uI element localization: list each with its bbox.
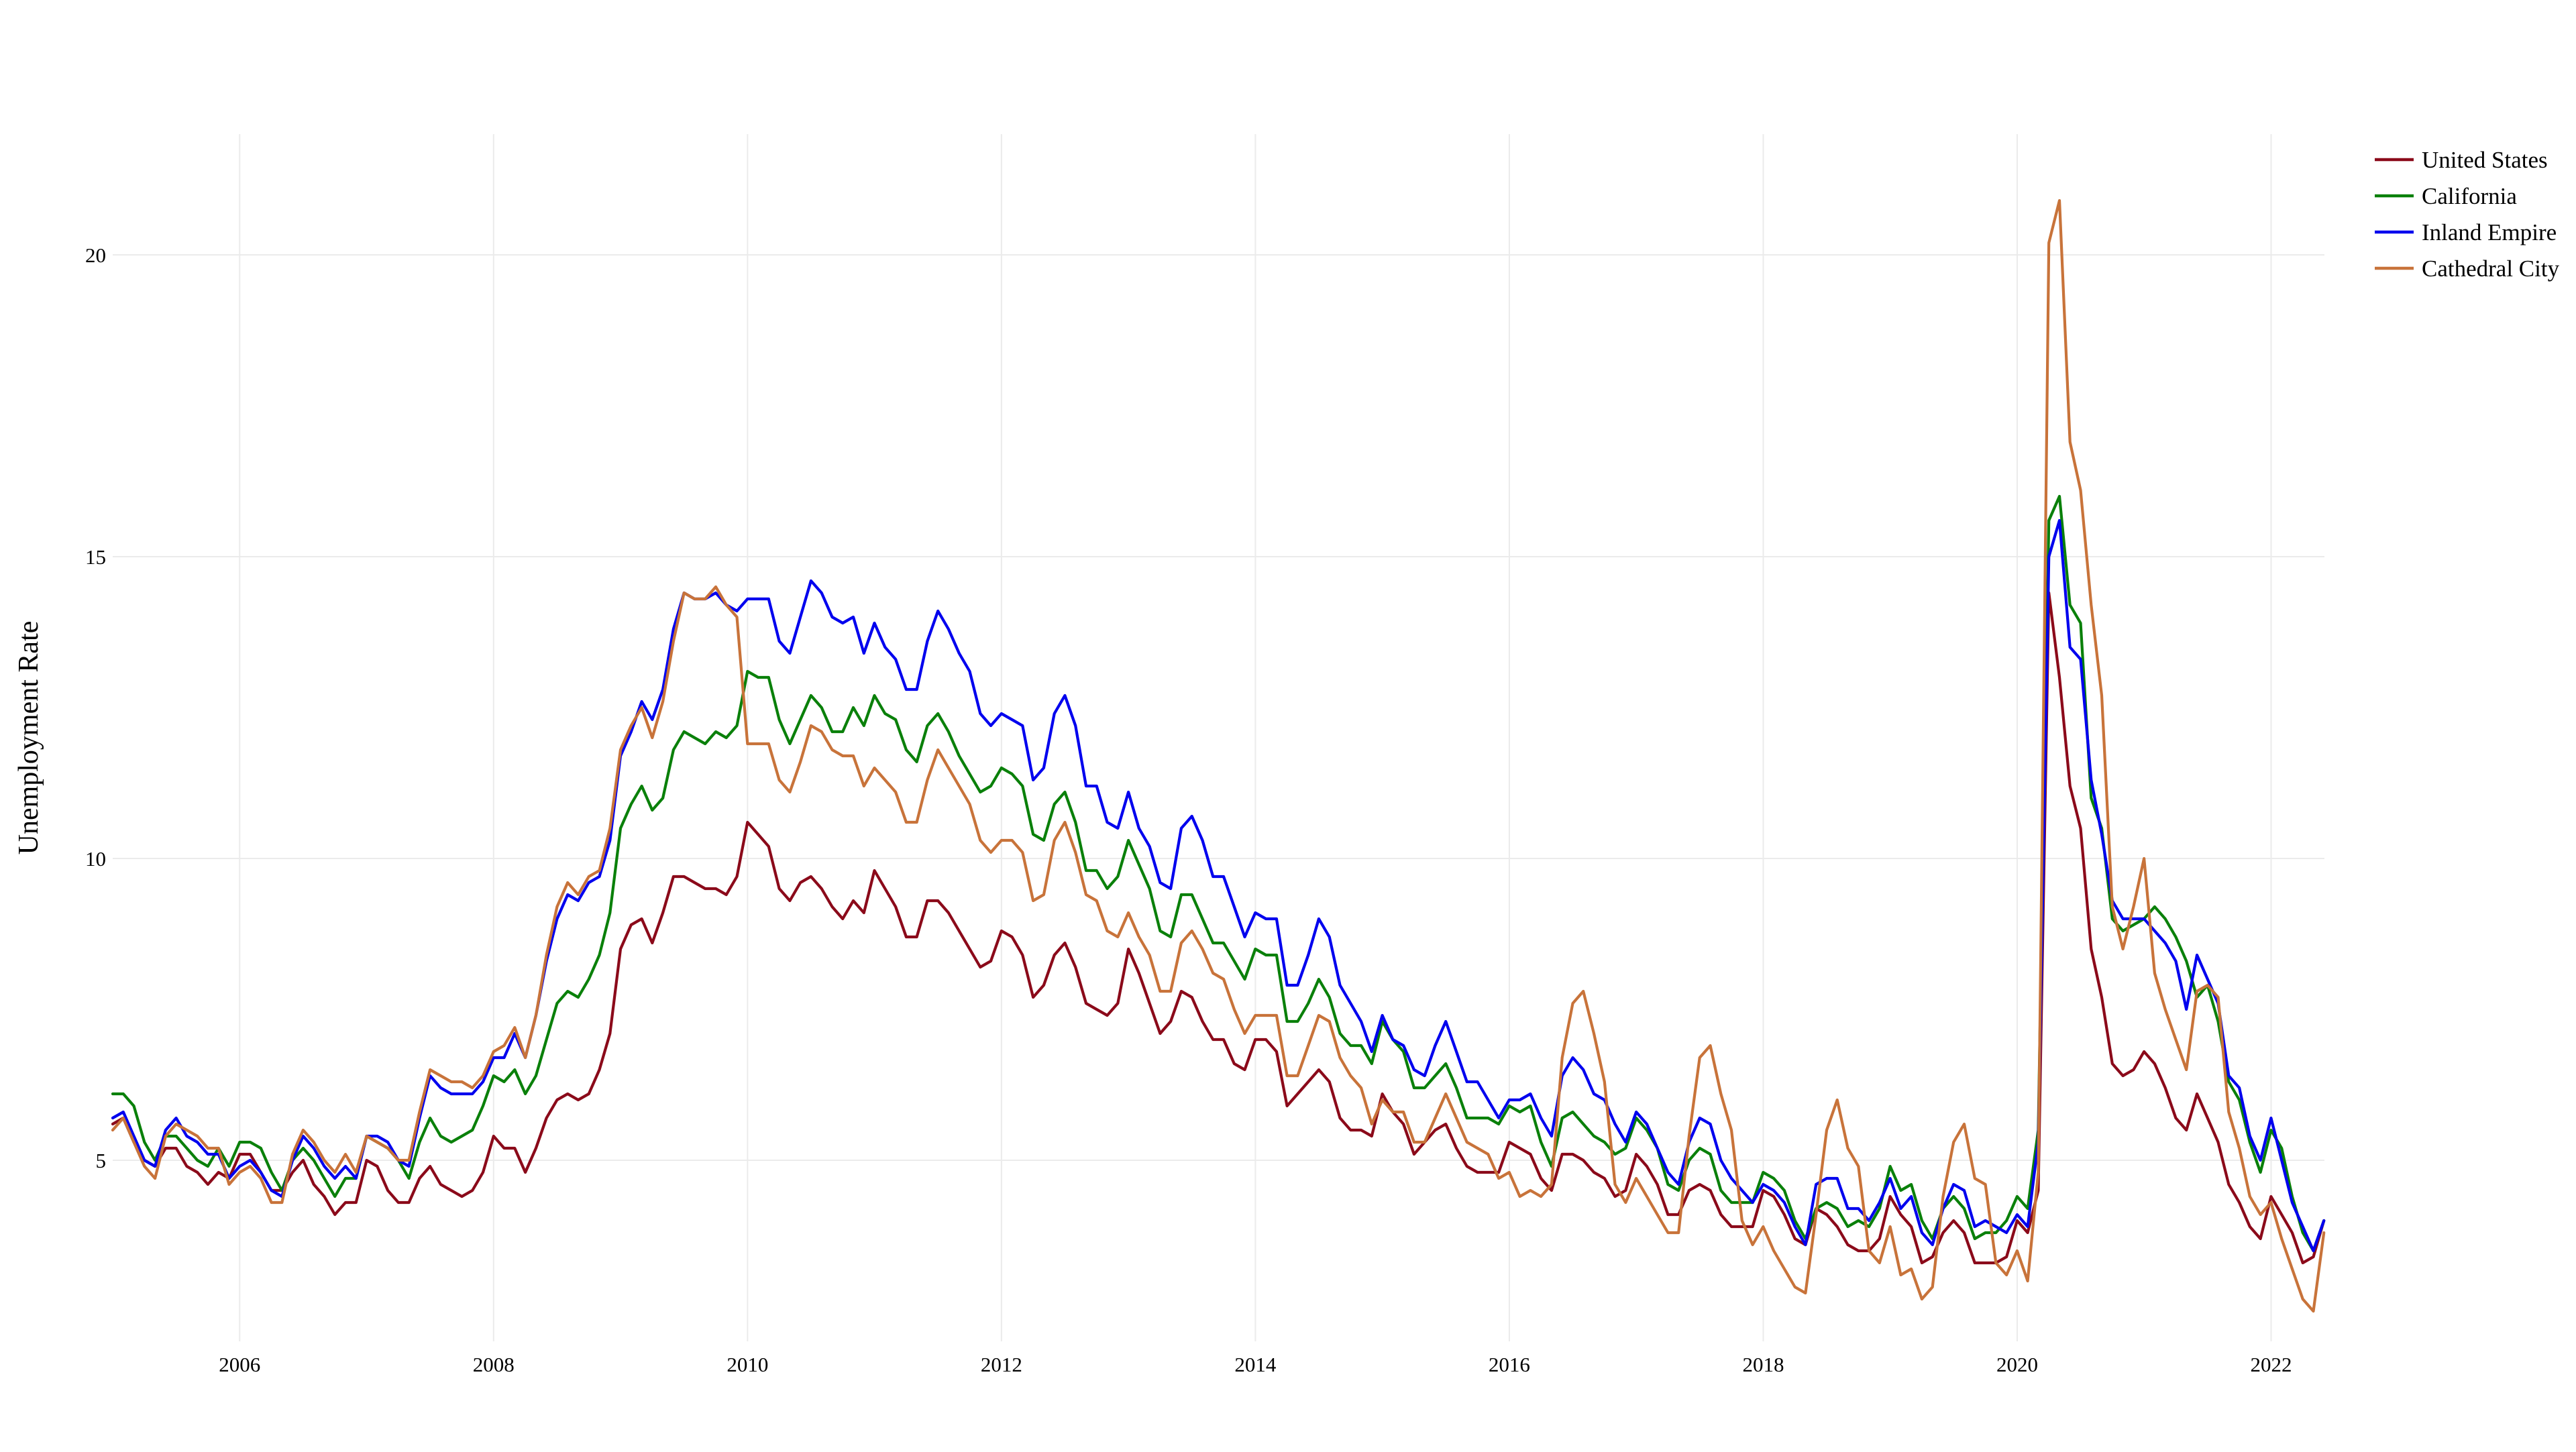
x-tick-label: 2014 (1234, 1353, 1277, 1376)
x-gridlines (239, 134, 2272, 1341)
x-axis-tick-labels: 2006 2008 2010 2012 2014 2016 2018 2020 2022 (219, 1353, 2292, 1376)
series-line-california (111, 494, 2326, 1253)
y-axis-title: Unemployment Rate (13, 621, 44, 855)
y-axis-tick-labels: 5 10 15 20 (85, 243, 106, 1172)
legend: United States California Inland Empire Cath… (2375, 147, 2560, 282)
y-tick-label: 20 (85, 243, 106, 267)
series-line-united-states (111, 591, 2326, 1265)
series-line-inland-empire (111, 518, 2326, 1253)
series-line-cathedral-city (111, 199, 2326, 1313)
x-tick-label: 2022 (2251, 1353, 2292, 1376)
legend-label-cathedral-city: Cathedral City (2422, 256, 2560, 282)
x-tick-label: 2012 (981, 1353, 1022, 1376)
series-lines (111, 199, 2326, 1313)
y-tick-label: 10 (85, 847, 106, 871)
x-tick-label: 2008 (473, 1353, 515, 1376)
y-tick-label: 15 (85, 545, 106, 569)
x-tick-label: 2018 (1742, 1353, 1784, 1376)
y-tick-label: 5 (96, 1149, 107, 1172)
x-tick-label: 2020 (1996, 1353, 2038, 1376)
y-gridlines (113, 254, 2324, 1161)
legend-label-inland-empire: Inland Empire (2422, 219, 2557, 245)
x-tick-label: 2010 (727, 1353, 768, 1376)
legend-label-united-states: United States (2422, 147, 2548, 173)
x-tick-label: 2006 (219, 1353, 260, 1376)
x-tick-label: 2016 (1489, 1353, 1530, 1376)
legend-label-california: California (2422, 183, 2517, 209)
